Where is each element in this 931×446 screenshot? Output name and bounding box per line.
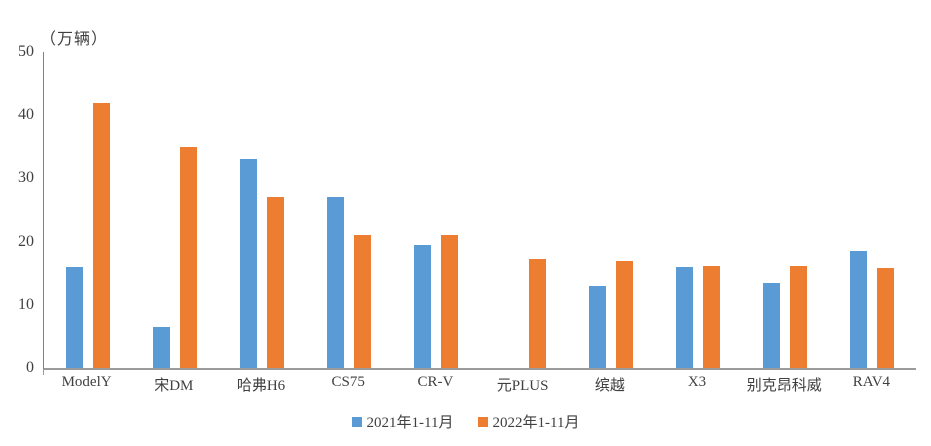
bar xyxy=(240,159,257,368)
legend: 2021年1-11月 2022年1-11月 xyxy=(0,411,931,432)
x-axis-label: X3 xyxy=(687,374,707,390)
bar xyxy=(327,197,345,368)
category-group xyxy=(742,52,829,368)
x-axis-origin-tick xyxy=(43,370,44,375)
category-group xyxy=(567,52,654,368)
category-group xyxy=(131,52,218,368)
bar xyxy=(65,266,83,368)
legend-swatch xyxy=(477,416,488,427)
bar xyxy=(676,266,694,368)
bar xyxy=(354,235,372,368)
x-axis-label: 缤越 xyxy=(594,378,625,394)
bar xyxy=(267,197,284,368)
legend-item: 2021年1-11月 xyxy=(351,411,454,432)
bar xyxy=(877,268,895,368)
y-axis-tick-label: 0 xyxy=(26,359,34,376)
y-axis-tick-label: 30 xyxy=(18,169,34,187)
plot-area xyxy=(43,52,916,370)
bar xyxy=(179,146,197,368)
x-axis-label: CR-V xyxy=(417,374,454,390)
legend-swatch xyxy=(351,416,362,427)
category-group xyxy=(393,52,480,368)
x-axis-label: 别克昂科威 xyxy=(746,378,822,394)
x-axis-label: RAV4 xyxy=(852,374,891,390)
y-axis-tick-label: 20 xyxy=(18,232,34,250)
legend-label: 2022年1-11月 xyxy=(492,415,580,431)
bar xyxy=(763,282,781,368)
bar xyxy=(528,259,546,368)
legend-label: 2021年1-11月 xyxy=(366,415,454,431)
bar xyxy=(850,251,868,368)
y-axis-tick-label: 10 xyxy=(18,295,34,313)
x-axis-label: ModelY xyxy=(61,374,112,390)
bar xyxy=(92,102,110,368)
y-axis-unit-label: （万辆） xyxy=(40,31,109,48)
bar xyxy=(615,260,633,368)
y-axis-tick-label: 40 xyxy=(18,106,34,124)
x-axis-label: 宋DM xyxy=(154,378,194,394)
bar xyxy=(152,326,170,368)
category-group xyxy=(480,52,567,368)
x-axis-labels: ModelY 宋DM 哈弗H6 CS75 CR-V 元PLUS 缤越 X3 别克昂科威 RAV4 xyxy=(43,374,915,395)
y-axis-tick-label: 50 xyxy=(18,43,34,60)
x-axis-label: CS75 xyxy=(331,374,365,390)
x-axis-label: 元PLUS xyxy=(496,378,549,394)
category-group xyxy=(44,52,131,368)
category-group xyxy=(306,52,393,368)
bar xyxy=(703,265,721,368)
category-group xyxy=(218,52,305,368)
category-group xyxy=(829,52,916,368)
bar xyxy=(441,235,459,368)
bar xyxy=(588,285,606,368)
bar xyxy=(790,265,808,368)
bar xyxy=(414,244,432,368)
x-axis-label: 哈弗H6 xyxy=(236,378,286,394)
y-axis-tick-labels: 0 10 20 30 40 50 xyxy=(0,44,34,376)
category-group xyxy=(654,52,741,368)
legend-item: 2022年1-11月 xyxy=(477,411,580,432)
